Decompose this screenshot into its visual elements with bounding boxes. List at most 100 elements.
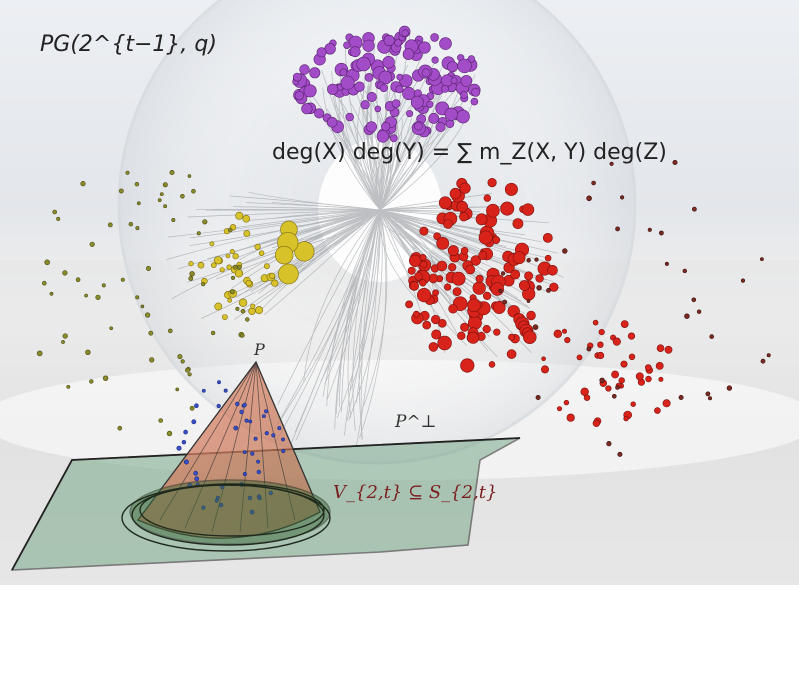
network-node (483, 194, 491, 202)
network-node (437, 335, 452, 351)
network-node (449, 187, 462, 200)
network-node (194, 476, 200, 482)
network-node (535, 274, 544, 283)
network-node (448, 263, 457, 272)
network-node (444, 107, 458, 121)
network-node (662, 399, 671, 408)
network-node (383, 34, 395, 47)
network-node (101, 283, 106, 288)
network-edge (379, 209, 452, 291)
network-edge (379, 209, 468, 233)
network-edge (322, 209, 381, 397)
base-ellipses (121, 479, 331, 552)
network-node (563, 399, 570, 406)
network-node (180, 359, 185, 364)
network-node (84, 293, 88, 298)
network-node (301, 103, 313, 115)
network-node (191, 188, 196, 194)
network-node (409, 281, 419, 291)
network-node (326, 117, 338, 128)
network-node (684, 313, 690, 319)
network-node (707, 396, 712, 401)
network-node (421, 68, 431, 78)
network-node (526, 258, 531, 263)
network-node (445, 119, 455, 128)
network-node (487, 178, 497, 188)
network-node (120, 277, 125, 282)
network-node (431, 329, 442, 340)
network-node (478, 251, 488, 261)
network-node (382, 55, 395, 69)
network-node (258, 250, 265, 256)
network-node (664, 261, 669, 266)
network-edge (366, 90, 389, 211)
network-node (232, 253, 239, 260)
network-node (615, 226, 620, 232)
network-node (256, 469, 261, 475)
network-node (125, 170, 130, 175)
network-edge (248, 191, 381, 211)
network-node (426, 100, 434, 108)
network-node (611, 370, 619, 379)
network-node (475, 213, 488, 226)
network-node (524, 271, 534, 281)
network-node (605, 385, 612, 392)
network-edge (379, 209, 487, 252)
network-node (80, 181, 86, 187)
network-node (431, 56, 439, 64)
network-node (136, 201, 141, 206)
network-node (242, 214, 251, 223)
network-node (181, 440, 187, 445)
network-node (414, 121, 423, 131)
network-node (432, 289, 439, 297)
network-node (264, 431, 269, 436)
network-node (214, 256, 223, 265)
network-node (209, 241, 215, 247)
network-node (678, 394, 684, 400)
network-edge (355, 209, 381, 403)
network-node (36, 350, 43, 357)
network-node (457, 58, 472, 74)
network-node (439, 37, 452, 50)
yellow-cluster (188, 211, 315, 320)
network-node (135, 295, 140, 300)
network-edge (324, 209, 381, 385)
network-edge (367, 64, 381, 211)
network-node (470, 255, 481, 266)
network-node (102, 375, 109, 381)
network-node (447, 245, 459, 257)
network-node (177, 354, 183, 360)
network-node (419, 226, 429, 236)
network-node (405, 300, 413, 309)
network-node (553, 329, 562, 338)
network-node (709, 334, 715, 339)
network-node (229, 289, 235, 295)
network-node (327, 83, 339, 95)
network-node (576, 354, 583, 361)
network-node (248, 307, 256, 315)
network-node (451, 271, 466, 286)
network-node (483, 291, 492, 301)
network-node (490, 282, 504, 296)
network-node (166, 430, 173, 437)
network-edge (379, 209, 434, 267)
network-node (237, 264, 242, 270)
network-node (443, 219, 453, 229)
network-node (430, 33, 439, 42)
network-edge (379, 209, 491, 281)
network-node (488, 361, 496, 368)
network-edge (303, 209, 381, 382)
network-node (187, 174, 192, 178)
network-node (365, 121, 377, 133)
network-node (654, 407, 661, 414)
network-node (628, 353, 636, 360)
network-node (157, 198, 162, 203)
network-node (561, 328, 567, 334)
network-node (221, 314, 228, 320)
network-node (243, 230, 251, 237)
network-edge (281, 209, 381, 419)
network-node (467, 331, 480, 344)
network-node (438, 196, 452, 210)
network-node (248, 419, 253, 424)
network-node (493, 328, 501, 336)
